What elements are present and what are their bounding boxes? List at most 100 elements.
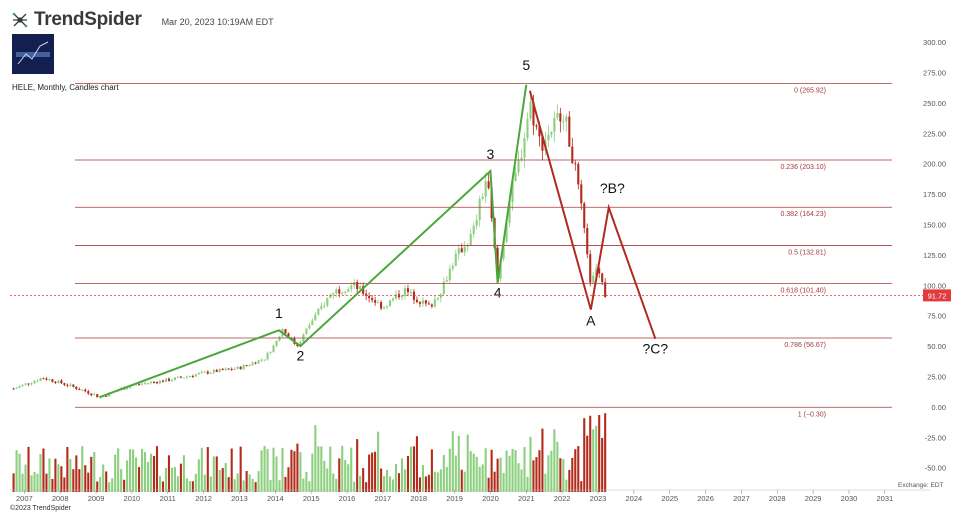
candle-body (266, 352, 269, 360)
candle-body (42, 378, 45, 380)
x-tick-label: 2028 (769, 494, 786, 503)
candle-body (460, 248, 463, 253)
fib-retracement-levels: 0 (265.92) 0.236 (203.10) 0.382 (164.23) 0.… (75, 83, 892, 418)
candle-body (478, 199, 481, 220)
candle-body (75, 386, 78, 390)
candle-body (481, 196, 484, 200)
volume-bar (439, 469, 442, 492)
volume-bar (251, 478, 254, 492)
x-tick-label: 2026 (697, 494, 714, 503)
fib-label: 0 (265.92) (794, 88, 826, 95)
volume-bar (311, 453, 314, 492)
current-price-tag: 91.72 (10, 289, 951, 302)
volume-bar (72, 469, 75, 492)
candle-body (311, 320, 314, 326)
candle-body (242, 365, 245, 370)
candle-body (427, 303, 430, 305)
volume-bar (568, 469, 571, 492)
candle-body (96, 394, 99, 398)
candle-body (574, 163, 577, 165)
volume-bar (176, 476, 179, 492)
y-tick-label: 275.00 (923, 69, 946, 78)
volume-bar (430, 449, 433, 492)
candle-body (155, 382, 159, 384)
volume-bar (278, 480, 281, 492)
candle-body (263, 359, 266, 361)
fib-label: 0.382 (164.23) (780, 211, 826, 218)
volume-bar (305, 471, 308, 492)
candle-body (448, 268, 451, 281)
volume-bar (520, 469, 523, 492)
candle-body (371, 298, 374, 301)
volume-bar (460, 469, 463, 492)
volume-bar (490, 449, 493, 492)
x-tick-label: 2021 (518, 494, 535, 503)
candle-body (129, 385, 132, 388)
volume-bar (496, 458, 499, 492)
volume-bar (466, 434, 469, 492)
candle-body (200, 371, 203, 373)
candle-body (248, 364, 251, 366)
volume-bar (436, 472, 439, 492)
volume-bar (224, 463, 227, 492)
x-tick-label: 2013 (231, 494, 248, 503)
volume-bar (141, 448, 144, 492)
volume-bar (39, 454, 42, 492)
candle-body (335, 289, 338, 294)
volume-bar (371, 452, 374, 492)
volume-bar (254, 482, 257, 492)
volume-bar (182, 455, 185, 492)
candle-body (57, 380, 60, 383)
volume-bar (368, 454, 371, 492)
candle-body (39, 378, 42, 381)
volume-bar (406, 455, 410, 492)
candle-body (260, 359, 263, 361)
candle-body (176, 376, 179, 378)
volume-bar (604, 413, 607, 492)
volume-bar (386, 469, 389, 492)
candle-body (341, 292, 344, 294)
candle-body (287, 333, 290, 339)
fib-label: 0.236 (203.10) (780, 164, 826, 171)
volume-bar (114, 454, 117, 492)
volume-bar (233, 479, 236, 492)
volume-bar (242, 480, 245, 492)
volume-bar (132, 449, 135, 492)
candle-body (553, 117, 556, 132)
volume-bar (158, 476, 162, 492)
volume-bar (66, 446, 69, 492)
candle-body (87, 391, 90, 394)
publisher-logo (12, 34, 54, 74)
volume-bar (586, 435, 589, 492)
candle-body (598, 268, 601, 274)
volume-bar (69, 458, 72, 492)
y-tick-label: 50.00 (927, 342, 946, 351)
candle-body (269, 352, 272, 354)
volume-bar (203, 474, 206, 492)
candle-body (36, 380, 39, 382)
candle-body (93, 394, 96, 396)
volume-bar (27, 446, 30, 492)
volume-bar (359, 475, 362, 492)
volume-bar (57, 464, 60, 492)
candle-body (502, 241, 505, 260)
volume-bar (335, 478, 338, 492)
volume-bar (502, 472, 505, 492)
candle-body (138, 383, 141, 385)
volume-bar (362, 468, 365, 492)
candle-body (514, 172, 517, 182)
volume-bar (266, 448, 269, 492)
fib-label: 1 (−0.30) (798, 411, 826, 418)
x-axis: 2007 2008 2009 2010 2011 2012 2013 2014 2015 2016… (10, 489, 930, 503)
chart-title: HELE, Monthly, Candles chart (12, 83, 119, 92)
volume-bar (571, 457, 574, 492)
volume-bar (51, 478, 54, 492)
volume-bar (511, 448, 514, 492)
volume-bar (293, 451, 296, 492)
candle-body (144, 383, 147, 385)
candle-body (197, 372, 200, 375)
volume-bar (96, 481, 99, 492)
volume-bar (448, 448, 451, 492)
candle-body (529, 102, 532, 119)
